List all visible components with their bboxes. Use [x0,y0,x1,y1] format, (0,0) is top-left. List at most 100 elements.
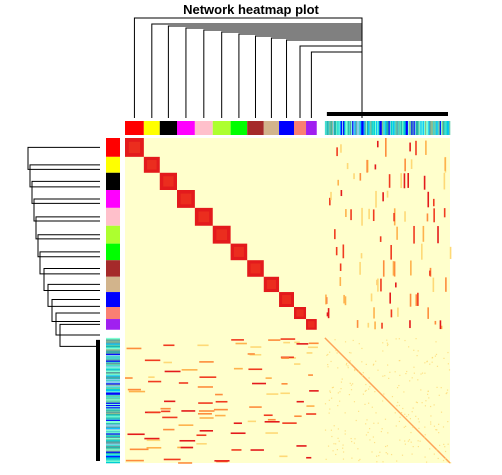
correlation-streak [282,422,297,424]
unassigned-color-cell [395,121,397,135]
correlation-streak [390,309,393,318]
speckle [404,440,406,442]
speckle [409,418,412,420]
speckle [330,360,332,363]
correlation-streak [125,459,144,462]
speckle [433,425,436,427]
speckle [346,362,348,365]
correlation-streak [396,226,398,240]
unassigned-color-cell [447,121,450,135]
speckle [408,439,411,441]
unassigned-color-cell [106,360,120,363]
speckle [337,367,339,369]
unassigned-color-cell [106,447,120,449]
correlation-streak [385,138,387,157]
speckle [416,401,419,404]
unassigned-color-cell [417,121,419,135]
correlation-streak [404,211,406,222]
module-color-cell [263,121,280,135]
correlation-streak [231,449,242,451]
speckle [372,364,375,366]
correlation-streak [350,209,352,221]
module-color-cell [306,121,317,135]
speckle [362,393,364,395]
unassigned-color-cell [398,121,401,135]
speckle [390,453,393,456]
unassigned-color-cell [346,121,348,135]
unassigned-color-cell [418,121,420,135]
module-block-core [233,246,244,257]
speckle [386,344,389,347]
speckle [349,382,351,384]
correlation-streak [163,344,175,347]
correlation-streak [410,159,413,169]
speckle [412,407,414,409]
speckle [337,437,339,439]
unassigned-color-cell [399,121,402,135]
correlation-streak [196,443,207,445]
speckle [382,461,384,463]
speckle [340,381,343,383]
correlation-streak [359,173,362,181]
correlation-streak [386,190,389,198]
unassigned-color-cell [381,121,384,135]
unassigned-color-cell [106,397,120,399]
speckle [444,446,446,448]
correlation-streak [361,207,363,226]
unassigned-color-cell [380,121,383,135]
unassigned-color-cell [324,121,327,135]
speckle [352,339,354,342]
unassigned-color-cell [106,375,120,377]
speckle [335,453,337,456]
speckle [376,461,378,463]
unassigned-color-cell [106,351,120,353]
unassigned-color-cell [106,365,120,367]
dendrogram-branch [185,27,363,118]
speckle [447,421,449,423]
speckle [365,389,367,392]
unassigned-color-cell [106,424,120,426]
unassigned-color-cell [106,378,120,381]
chart-title: Network heatmap plot [183,2,319,17]
dendrogram-leaves [326,112,448,116]
speckle [424,456,426,458]
unassigned-color-cell [106,385,120,388]
speckle [407,414,410,416]
unassigned-color-cell [382,121,385,135]
unassigned-color-cell [106,359,120,361]
module-color-cell [106,319,120,330]
top-module-color-bar [125,121,451,135]
correlation-streak [199,430,214,432]
correlation-streak [215,414,226,417]
unassigned-color-cell [360,121,362,135]
dendrogram-branch [29,164,100,188]
correlation-streak [247,353,255,355]
correlation-streak [403,173,406,189]
unassigned-color-cell [106,401,120,404]
unassigned-color-cell [106,392,120,394]
unassigned-color-cell [364,121,367,135]
unassigned-color-cell [106,368,120,371]
speckle [335,443,337,445]
unassigned-color-cell [106,357,120,359]
unassigned-color-cell [106,398,120,400]
speckle [437,457,439,460]
correlation-streak [433,208,435,223]
module-color-cell [294,121,307,135]
correlation-streak [443,208,446,218]
unassigned-color-cell [327,121,329,135]
unassigned-color-cell [376,121,378,135]
correlation-streak [129,448,149,451]
unassigned-color-cell [424,121,427,135]
correlation-streak [248,368,263,371]
correlation-streak [309,390,319,392]
speckle [327,353,329,356]
unassigned-color-cell [106,412,120,415]
module-color-cell [106,138,120,157]
speckle [415,401,418,403]
speckle [402,407,404,410]
speckle [412,426,414,428]
correlation-streak [296,400,304,403]
unassigned-color-cell [106,341,120,343]
speckle [385,452,387,454]
